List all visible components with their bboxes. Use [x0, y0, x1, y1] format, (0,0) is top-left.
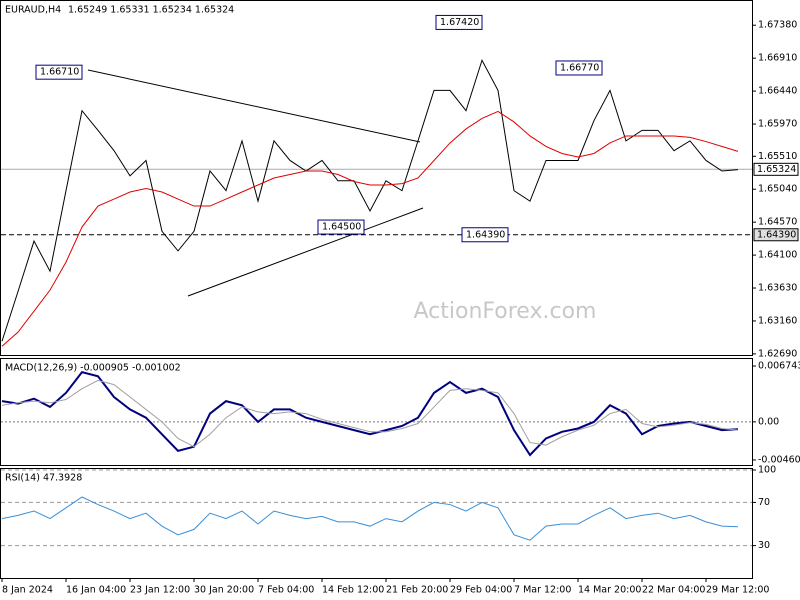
annotation-box	[35, 64, 83, 80]
series-line	[1, 58, 739, 342]
y-tick-label: 1.66910	[758, 53, 797, 64]
series-line	[1, 496, 739, 541]
x-tick-label: 16 Jan 04:00	[66, 585, 126, 596]
trend-line	[187, 207, 424, 297]
x-tick-label: 14 Mar 20:00	[578, 585, 641, 596]
x-tick-label: 21 Feb 20:00	[386, 585, 448, 596]
x-tick-label: 22 Mar 04:00	[642, 585, 705, 596]
x-tick-label: 8 Jan 2024	[2, 585, 53, 596]
symbol-title: EURAUD,H4	[5, 5, 61, 16]
x-tick-label: 29 Feb 04:00	[450, 585, 512, 596]
level-label-box	[753, 162, 799, 176]
rsi-title: RSI(14) 47.3928	[5, 473, 82, 484]
x-tick-label: 14 Feb 12:00	[322, 585, 384, 596]
series-line	[1, 371, 739, 457]
x-tick-label: 30 Jan 20:00	[194, 585, 254, 596]
annotation-box	[461, 227, 509, 243]
trend-line	[87, 69, 421, 143]
level-label-box	[753, 228, 799, 242]
annotation-label: 1.67420	[440, 17, 479, 28]
annotation-box	[435, 14, 483, 30]
y-tick-label: 1.64100	[758, 250, 797, 261]
x-tick-label: 23 Jan 12:00	[130, 585, 190, 596]
x-tick-label: 29 Mar 12:00	[706, 585, 769, 596]
annotation-label: 1.64390	[466, 229, 505, 240]
annotation-box	[555, 60, 603, 76]
annotation-label: 1.64500	[322, 222, 361, 233]
y-tick-label: 1.63630	[758, 283, 797, 294]
x-tick-label: 7 Feb 04:00	[258, 585, 314, 596]
y-tick-label: 1.66440	[758, 86, 797, 97]
y-tick-label: 0.006743	[758, 361, 800, 372]
y-tick-label: 1.65040	[758, 184, 797, 195]
y-tick-label: 1.65510	[758, 151, 797, 162]
y-tick-label: 1.64570	[758, 217, 797, 228]
annotation-box	[317, 219, 365, 235]
y-tick-label: 100	[758, 465, 776, 476]
level-label: 1.65324	[757, 164, 796, 175]
y-tick-label: 1.65970	[758, 119, 797, 130]
watermark: ActionForex.com	[414, 299, 597, 324]
y-tick-label: 0.00	[758, 416, 779, 427]
macd-panel	[0, 358, 753, 466]
y-tick-label: 1.63160	[758, 315, 797, 326]
price-panel	[0, 0, 753, 356]
y-tick-label: 1.62690	[758, 348, 797, 359]
x-tick-label: 7 Mar 12:00	[514, 585, 571, 596]
rsi-panel	[0, 468, 753, 579]
y-tick-label: 30	[758, 540, 770, 551]
annotation-label: 1.66770	[560, 62, 599, 73]
annotation-label: 1.66710	[40, 67, 79, 78]
ohlc-header: 1.65249 1.65331 1.65234 1.65324	[68, 5, 234, 16]
series-line	[1, 110, 739, 347]
y-tick-label: 1.67380	[758, 20, 797, 31]
y-tick-label: -0.004603	[758, 454, 800, 465]
level-label: 1.64390	[757, 229, 796, 240]
series-line	[1, 379, 739, 448]
macd-title: MACD(12,26,9) -0.000905 -0.001002	[5, 363, 181, 374]
y-tick-label: 70	[758, 497, 770, 508]
